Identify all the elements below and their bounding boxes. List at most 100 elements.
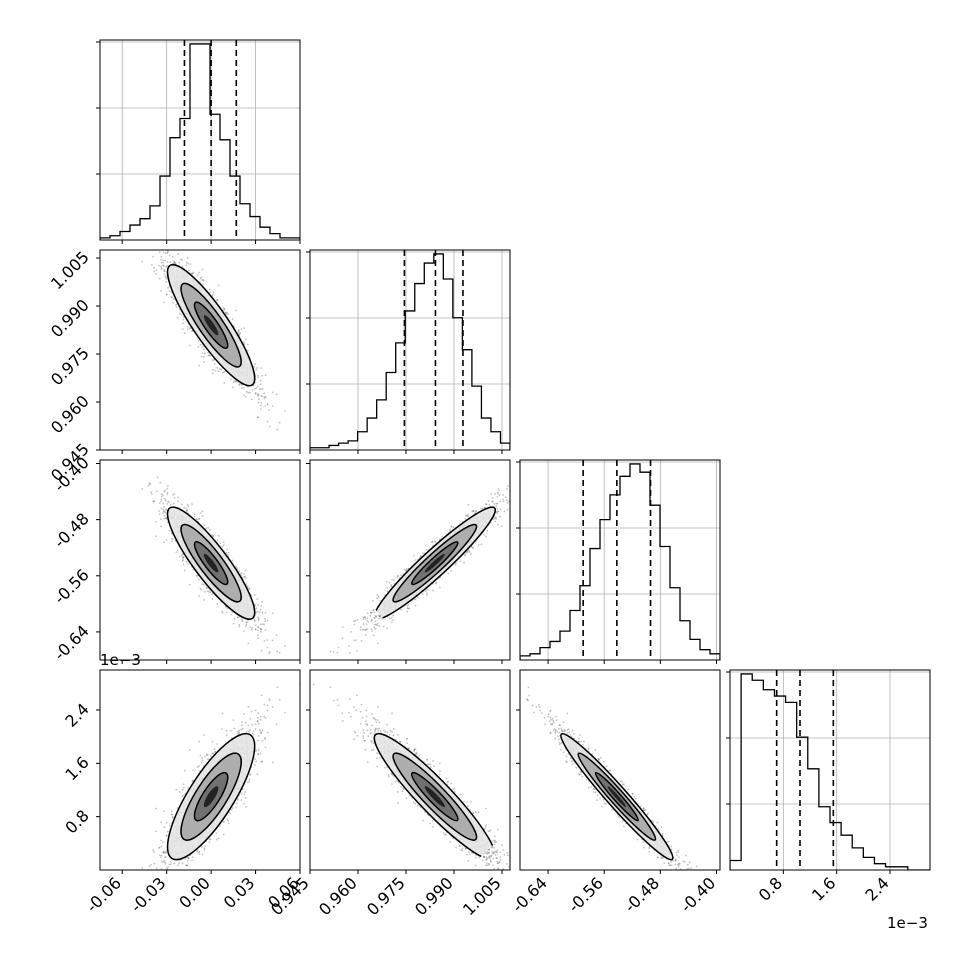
- sample-point: [264, 374, 267, 377]
- sample-point: [264, 618, 266, 620]
- sample-point: [212, 368, 214, 371]
- sample-point: [238, 625, 241, 628]
- sample-point: [181, 553, 184, 556]
- sample-point: [164, 247, 166, 249]
- sample-point: [197, 339, 200, 342]
- sample-point: [160, 258, 162, 261]
- sample-point: [182, 556, 185, 559]
- sample-point: [211, 359, 214, 361]
- sample-point: [206, 590, 209, 593]
- sample-point: [257, 393, 260, 396]
- sample-point: [166, 493, 169, 496]
- sample-point: [233, 617, 236, 620]
- sample-point: [165, 539, 168, 541]
- sample-point: [264, 405, 267, 407]
- sample-point: [226, 548, 229, 551]
- sample-point: [238, 383, 241, 385]
- sample-point: [182, 563, 185, 566]
- sample-point: [257, 398, 260, 401]
- sample-point: [233, 380, 236, 382]
- sample-point: [266, 403, 269, 406]
- sample-point: [278, 421, 281, 424]
- sample-point: [254, 628, 257, 631]
- sample-point: [177, 500, 180, 503]
- sample-point: [212, 359, 215, 362]
- sample-point: [166, 261, 169, 263]
- sample-point: [155, 490, 158, 493]
- sample-point: [238, 570, 241, 573]
- sample-point: [245, 621, 248, 623]
- sample-point: [246, 343, 249, 346]
- sample-point: [264, 628, 267, 631]
- sample-point: [166, 264, 169, 267]
- sample-point: [232, 622, 235, 625]
- sample-point: [211, 293, 214, 296]
- sample-point: [234, 380, 237, 383]
- sample-point: [162, 264, 164, 267]
- sample-point: [173, 497, 176, 499]
- sample-point: [166, 491, 169, 494]
- sample-point: [217, 284, 220, 287]
- sample-point: [256, 625, 259, 628]
- sample-point: [212, 535, 214, 537]
- sample-point: [164, 252, 167, 255]
- sample-point: [163, 490, 166, 493]
- sample-point: [224, 311, 227, 314]
- sample-point: [211, 295, 214, 297]
- sample-point: [158, 513, 161, 516]
- sample-point: [198, 595, 201, 597]
- sample-point: [198, 271, 201, 274]
- sample-point: [203, 352, 206, 355]
- sample-point: [162, 259, 164, 262]
- sample-point: [163, 270, 166, 273]
- sample-point: [159, 481, 162, 484]
- sample-point: [163, 510, 165, 513]
- sample-point: [164, 499, 167, 502]
- sample-point: [181, 503, 183, 506]
- sample-point: [197, 274, 199, 276]
- sample-point: [163, 265, 165, 267]
- sample-point: [199, 512, 202, 514]
- sample-point: [169, 261, 172, 264]
- sample-point: [162, 251, 165, 254]
- sample-point: [254, 391, 257, 394]
- sample-point: [149, 238, 151, 240]
- sample-point: [160, 500, 162, 503]
- sample-point: [236, 616, 239, 619]
- sample-point: [284, 409, 286, 412]
- sample-point: [140, 455, 142, 457]
- sample-point: [163, 514, 166, 517]
- sample-point: [201, 346, 204, 348]
- sample-point: [191, 503, 193, 506]
- sample-point: [163, 268, 166, 271]
- sample-point: [183, 332, 186, 335]
- sample-point: [259, 404, 262, 407]
- sample-point: [182, 556, 184, 559]
- sample-point: [214, 369, 217, 372]
- sample-point: [244, 577, 247, 579]
- sample-point: [155, 269, 158, 272]
- sample-point: [165, 516, 168, 519]
- sample-point: [213, 363, 216, 365]
- sample-point: [160, 498, 163, 501]
- sample-point: [140, 210, 142, 212]
- sample-point: [160, 261, 163, 264]
- sample-point: [257, 376, 260, 379]
- sample-point: [221, 610, 223, 613]
- sample-point: [257, 374, 259, 377]
- sample-point: [225, 606, 228, 609]
- sample-point: [163, 301, 165, 304]
- sample-point: [258, 611, 261, 614]
- sample-point: [205, 587, 208, 590]
- sample-point: [185, 264, 188, 267]
- sample-point: [249, 391, 251, 394]
- sample-point: [266, 639, 269, 641]
- sample-point: [168, 529, 171, 532]
- sample-point: [183, 569, 186, 572]
- sample-point: [247, 642, 250, 645]
- sample-point: [162, 261, 165, 264]
- sample-point: [196, 574, 199, 577]
- sample-point: [261, 600, 264, 603]
- sample-point: [260, 394, 263, 397]
